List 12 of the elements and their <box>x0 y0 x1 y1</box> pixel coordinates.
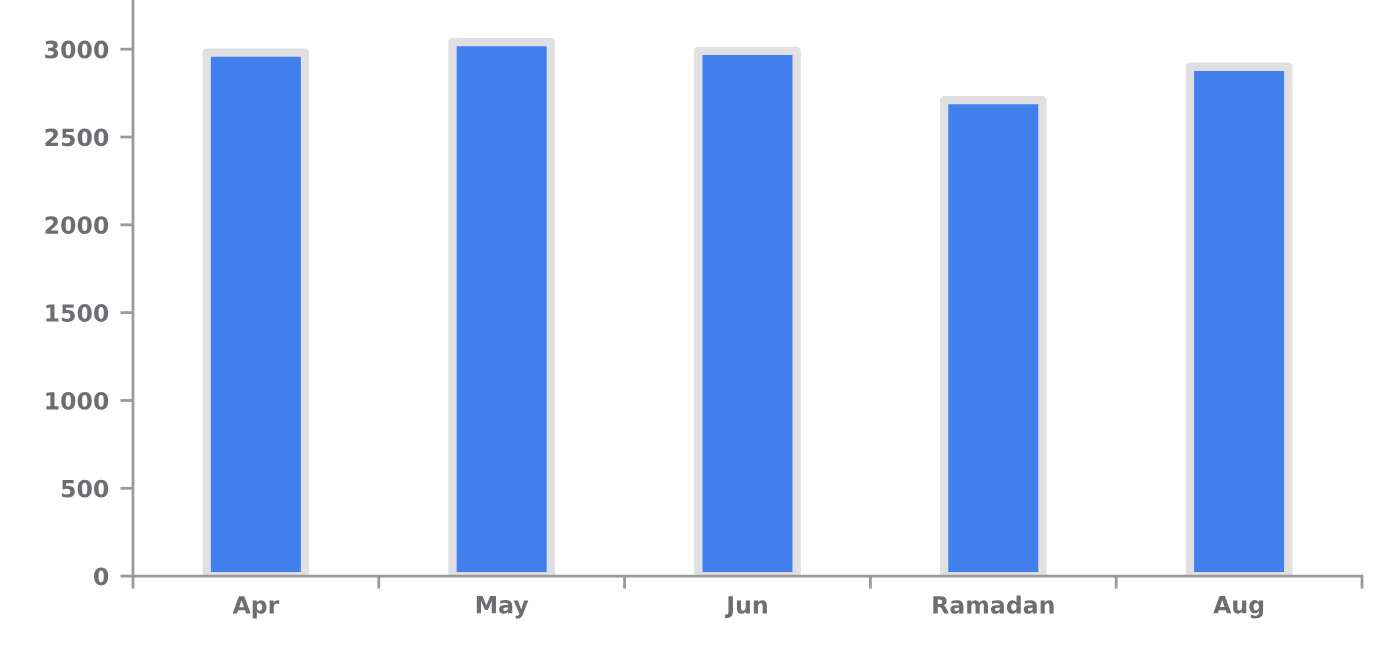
y-tick-label: 1000 <box>46 391 109 410</box>
y-tick-label: 1500 <box>46 304 109 322</box>
y-tick-label: 0 <box>94 567 109 586</box>
y-tick-label: 2500 <box>45 128 109 147</box>
y-tick-label: 500 <box>61 479 109 498</box>
x-tick-label: May <box>476 596 529 619</box>
x-tick-label: Apr <box>232 596 280 619</box>
x-tick-label: Jun <box>724 596 767 619</box>
x-tick-label: Ramadan <box>933 595 1054 614</box>
y-tick-label: 2000 <box>45 216 109 235</box>
y-tick-label: 3000 <box>45 40 109 59</box>
x-tick-label: Aug <box>1213 596 1264 619</box>
